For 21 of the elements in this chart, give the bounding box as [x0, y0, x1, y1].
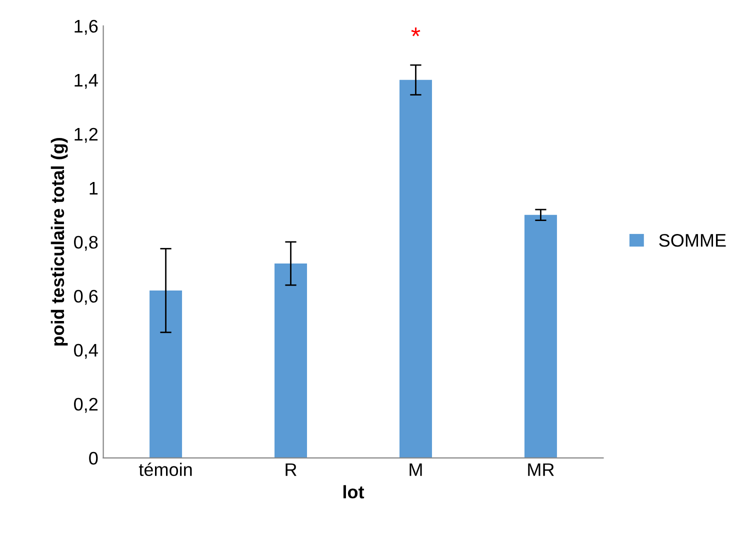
x-tick-label: M: [410, 463, 422, 476]
y-tick-label: 0,2: [74, 398, 98, 413]
x-tick-label: MR: [528, 463, 554, 476]
y-tick-label: 0,8: [74, 236, 98, 251]
y-tick-label: 1,2: [74, 128, 98, 143]
bar: [150, 290, 182, 458]
bar: [524, 214, 557, 458]
x-axis-title: lot: [343, 485, 364, 498]
y-tick-label: 1,4: [74, 74, 98, 89]
y-tick-label: 0,4: [74, 344, 98, 359]
bar: [399, 80, 432, 458]
annotation: *: [411, 28, 420, 36]
bar: [274, 264, 308, 458]
y-axis-title: poid testiculaire total (g): [50, 138, 68, 346]
x-tick-label: R: [286, 463, 296, 476]
y-tick-label: 0: [89, 452, 98, 465]
y-tick-label: 0,6: [74, 290, 98, 305]
x-tick-label: témoin: [138, 462, 192, 476]
y-tick-label: 1,6: [74, 20, 98, 35]
y-tick-label: 1: [90, 182, 98, 194]
legend-label: SOMME: [659, 234, 726, 247]
